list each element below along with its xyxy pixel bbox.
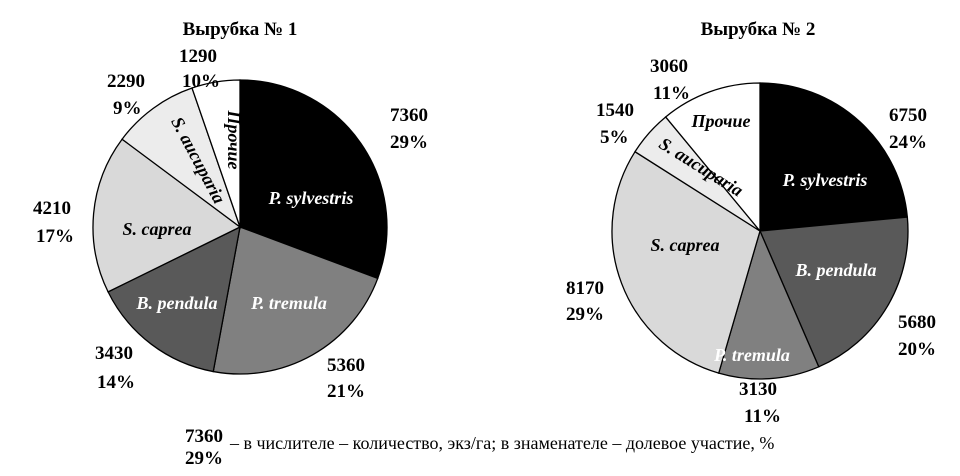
chart-1-count-s-caprea: 4210 xyxy=(33,198,71,219)
chart-1-slice-label-s-caprea: S. caprea xyxy=(123,219,192,239)
chart-2-slice-label-p-sylvestris: P. sylvestris xyxy=(782,170,868,190)
chart-1-slice-label-p-tremula: P. tremula xyxy=(250,293,327,313)
legend: 7360 29% – в числителе – количество, экз… xyxy=(185,426,774,469)
chart-2-slice-p-tremula xyxy=(717,229,820,380)
chart-1-title: Вырубка № 1 xyxy=(183,19,298,40)
chart-2-slices xyxy=(611,82,909,380)
chart-2-count-p-tremula: 3130 xyxy=(739,379,777,400)
chart-2-slice-label-p-tremula: P. tremula xyxy=(713,345,790,365)
chart-1-percent-s-caprea: 17% xyxy=(36,226,74,247)
chart-1-percent-p-sylvestris: 29% xyxy=(390,132,428,153)
chart-1-count-b-pendula: 3430 xyxy=(95,343,133,364)
chart-2-value-labels: 6750 24% 5680 20% 3130 11% 8170 29% 1540… xyxy=(566,56,936,427)
chart-2-percent-prochie: 11% xyxy=(653,83,690,104)
chart-1-slice-s-aucuparia xyxy=(121,87,242,229)
chart-2-percent-p-sylvestris: 24% xyxy=(889,132,927,153)
chart-2-slice-b-pendula xyxy=(759,216,909,368)
chart-1-slice-s-caprea xyxy=(92,138,242,293)
chart-2-slice-label-b-pendula: B. pendula xyxy=(794,260,876,280)
chart-1-slice-p-tremula xyxy=(212,226,379,375)
chart-2-title: Вырубка № 2 xyxy=(701,19,816,40)
chart-1-slice-p-sylvestris xyxy=(239,79,388,280)
chart-2-count-s-caprea: 8170 xyxy=(566,278,604,299)
chart-1-slice-прочие xyxy=(191,79,241,228)
legend-text: – в числителе – количество, экз/га; в зн… xyxy=(229,433,774,453)
chart-1-value-labels: 7360 29% 5360 21% 3430 14% 4210 17% 2290… xyxy=(33,46,428,402)
chart-2-percent-p-tremula: 11% xyxy=(744,406,781,427)
chart-1-slice-label-b-pendula: B. pendula xyxy=(135,293,217,313)
chart-1-count-prochie: 1290 xyxy=(179,46,217,67)
chart-2-slice-label-s-caprea: S. caprea xyxy=(651,235,720,255)
chart-2-slice-p-sylvestris xyxy=(759,82,909,232)
chart-1-slice-b-pendula xyxy=(107,225,241,373)
legend-denominator: 29% xyxy=(185,448,223,469)
chart-1-percent-b-pendula: 14% xyxy=(97,372,135,393)
chart-2-count-s-aucuparia: 1540 xyxy=(596,100,634,121)
chart-1-count-s-aucuparia: 2290 xyxy=(107,71,145,92)
pie-chart-1: Вырубка № 1 P. sylvestris P. tremula B. … xyxy=(33,19,428,402)
chart-2-percent-b-pendula: 20% xyxy=(898,339,936,360)
chart-2-slice-label-prochie: Прочие xyxy=(691,111,751,131)
chart-2-percent-s-caprea: 29% xyxy=(566,304,604,325)
chart-1-count-p-sylvestris: 7360 xyxy=(390,105,428,126)
chart-2-count-prochie: 3060 xyxy=(650,56,688,77)
pie-chart-2: Вырубка № 2 P. sylvestris B. pendula P. … xyxy=(566,19,936,427)
chart-1-slice-label-prochie: Прочие xyxy=(224,110,244,170)
chart-2-percent-s-aucuparia: 5% xyxy=(600,127,629,148)
chart-1-percent-prochie: 10% xyxy=(182,71,220,92)
chart-2-count-p-sylvestris: 6750 xyxy=(889,105,927,126)
chart-1-percent-p-tremula: 21% xyxy=(327,381,365,402)
chart-1-percent-s-aucuparia: 9% xyxy=(113,98,142,119)
chart-2-slice-прочие xyxy=(664,82,761,233)
legend-numerator: 7360 xyxy=(185,426,223,447)
chart-1-slice-label-p-sylvestris: P. sylvestris xyxy=(268,188,354,208)
chart-2-slice-s-caprea xyxy=(611,150,761,374)
chart-2-count-b-pendula: 5680 xyxy=(898,312,936,333)
chart-1-slices xyxy=(92,79,388,375)
chart-1-count-p-tremula: 5360 xyxy=(327,355,365,376)
